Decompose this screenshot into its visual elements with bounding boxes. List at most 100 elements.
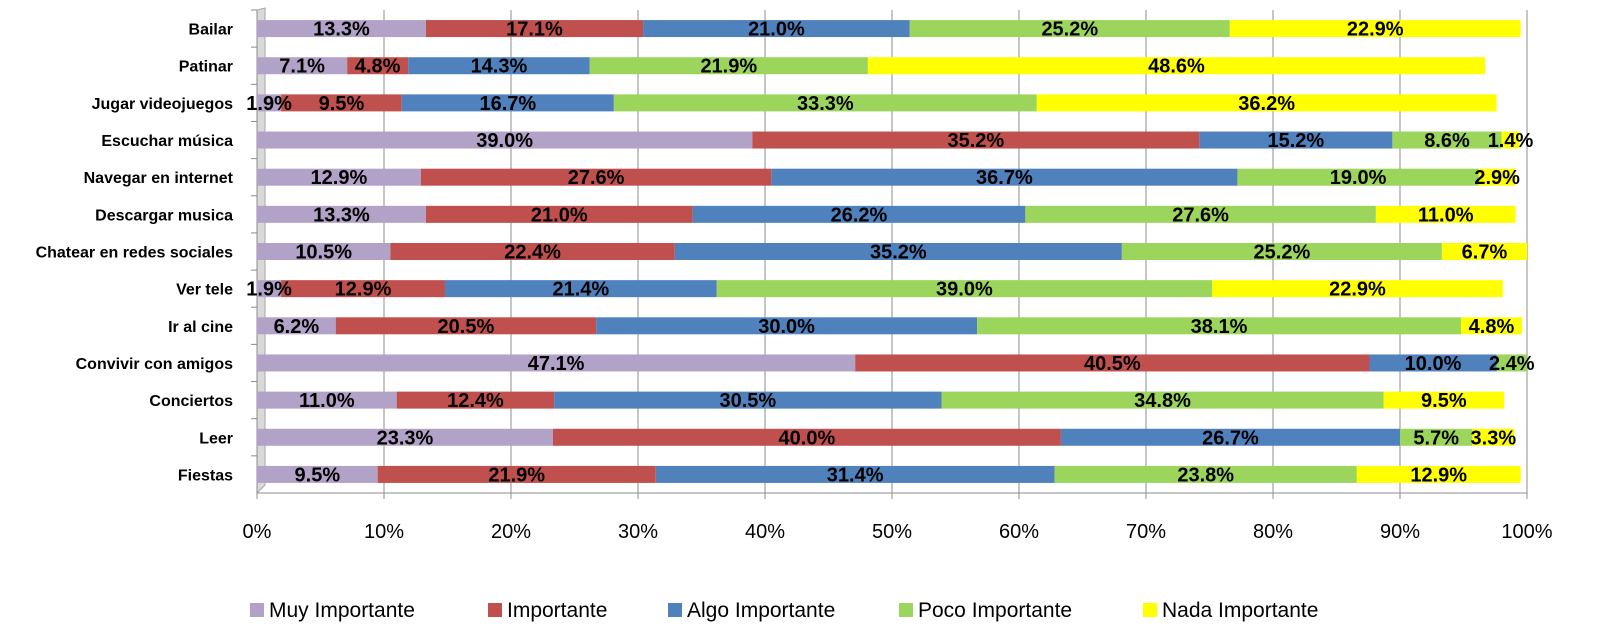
data-label: 1.4% bbox=[1488, 130, 1534, 152]
data-label: 12.9% bbox=[1410, 464, 1467, 486]
data-label: 22.9% bbox=[1347, 19, 1404, 41]
x-tick-label: 70% bbox=[1126, 521, 1166, 543]
bar-segment bbox=[1229, 20, 1521, 38]
category-label: Patinar bbox=[179, 59, 233, 76]
data-label: 1.9% bbox=[246, 279, 292, 301]
bar-segment bbox=[1036, 94, 1497, 112]
bar-segment bbox=[257, 205, 426, 223]
data-label: 9.5% bbox=[319, 93, 365, 115]
bar-segment bbox=[1392, 131, 1502, 149]
data-label: 31.4% bbox=[827, 464, 884, 486]
legend-swatch bbox=[899, 603, 913, 617]
bar-segment bbox=[643, 20, 910, 38]
data-label: 17.1% bbox=[506, 19, 563, 41]
legend-swatch bbox=[668, 603, 682, 617]
category-label: Chatear en redes sociales bbox=[36, 245, 234, 262]
bar-segment bbox=[420, 168, 772, 186]
bar-segment bbox=[716, 280, 1213, 298]
category-label: Leer bbox=[199, 430, 233, 447]
data-label: 7.1% bbox=[279, 56, 325, 78]
bar-segment bbox=[281, 280, 445, 298]
data-label: 47.1% bbox=[528, 353, 585, 375]
data-label: 48.6% bbox=[1148, 56, 1205, 78]
bar-segment bbox=[867, 57, 1486, 75]
data-label: 22.4% bbox=[504, 242, 561, 264]
bar-segment bbox=[692, 205, 1026, 223]
bar-segment bbox=[552, 428, 1061, 446]
bar-segment bbox=[1237, 168, 1479, 186]
bar-segment bbox=[257, 168, 421, 186]
category-label: Descargar musica bbox=[95, 207, 233, 224]
bar-segment bbox=[257, 354, 856, 372]
bar-segment bbox=[1212, 280, 1503, 298]
bar-segment bbox=[1478, 168, 1516, 186]
bar-segment bbox=[257, 243, 391, 260]
data-label: 39.0% bbox=[936, 279, 993, 301]
bar-segment bbox=[941, 391, 1384, 409]
data-label: 36.2% bbox=[1238, 93, 1295, 115]
data-label: 12.9% bbox=[335, 279, 392, 301]
data-label: 14.3% bbox=[471, 56, 528, 78]
data-label: 6.7% bbox=[1462, 242, 1508, 264]
bar-segment bbox=[401, 94, 614, 112]
bar-segment bbox=[281, 94, 402, 112]
bar-segment bbox=[1025, 205, 1376, 223]
bar-segment bbox=[674, 243, 1122, 260]
bar-segment bbox=[589, 57, 868, 75]
category-label: Jugar videojuegos bbox=[92, 96, 233, 113]
data-label: 10.5% bbox=[295, 242, 352, 264]
data-label: 11.0% bbox=[299, 390, 355, 412]
bar-segment bbox=[257, 428, 553, 446]
data-label: 27.6% bbox=[568, 167, 625, 189]
data-label: 13.3% bbox=[313, 19, 370, 41]
data-label: 35.2% bbox=[870, 242, 927, 264]
bar-segment bbox=[771, 168, 1238, 186]
x-tick-label: 60% bbox=[999, 521, 1039, 543]
bar-segment bbox=[444, 280, 717, 298]
bars bbox=[257, 20, 1527, 483]
bar-segment bbox=[257, 317, 336, 335]
bar-segment bbox=[408, 57, 590, 75]
legend-entry: Algo Importante bbox=[687, 599, 835, 622]
legend: Muy Importante Importante Algo Importante P… bbox=[250, 599, 1318, 622]
data-label: 20.5% bbox=[438, 316, 495, 338]
data-label: 34.8% bbox=[1134, 390, 1191, 412]
x-tick-label: 10% bbox=[364, 521, 404, 543]
data-label: 27.6% bbox=[1172, 204, 1229, 226]
bar-segment bbox=[613, 94, 1037, 112]
data-label: 9.5% bbox=[295, 464, 341, 486]
x-tick-label: 90% bbox=[1380, 521, 1420, 543]
bar-segment bbox=[257, 94, 282, 112]
bar-segment bbox=[1060, 428, 1400, 446]
legend-entry: Importante bbox=[507, 599, 607, 622]
bar-segment bbox=[257, 465, 378, 483]
data-label: 30.0% bbox=[758, 316, 815, 338]
bar-segment bbox=[1121, 243, 1442, 260]
data-label: 21.4% bbox=[552, 279, 609, 301]
category-label: Ver tele bbox=[176, 282, 233, 299]
data-label: 36.7% bbox=[976, 167, 1033, 189]
data-label: 21.9% bbox=[488, 464, 545, 486]
data-label: 4.8% bbox=[1469, 316, 1515, 338]
category-label: Navegar en internet bbox=[84, 170, 234, 187]
bar-segment bbox=[909, 20, 1230, 38]
bar-segment bbox=[1383, 391, 1505, 409]
legend-swatch bbox=[1143, 603, 1157, 617]
bar-segment bbox=[1356, 465, 1521, 483]
data-label: 21.9% bbox=[700, 56, 757, 78]
data-label: 10.0% bbox=[1405, 353, 1462, 375]
data-label: 39.0% bbox=[476, 130, 533, 152]
bar-segment bbox=[1460, 317, 1522, 335]
data-label: 19.0% bbox=[1330, 167, 1387, 189]
bar-segment bbox=[347, 57, 409, 75]
data-label: 12.9% bbox=[311, 167, 368, 189]
bar-segment bbox=[1501, 131, 1520, 149]
bar-segment bbox=[855, 354, 1370, 372]
data-label: 9.5% bbox=[1421, 390, 1467, 412]
data-label: 2.4% bbox=[1489, 353, 1535, 375]
bar-segment bbox=[1054, 465, 1357, 483]
data-label: 40.0% bbox=[779, 427, 836, 449]
bar-segment bbox=[1375, 205, 1516, 223]
x-tick-label: 0% bbox=[243, 521, 272, 543]
data-label: 12.4% bbox=[447, 390, 504, 412]
